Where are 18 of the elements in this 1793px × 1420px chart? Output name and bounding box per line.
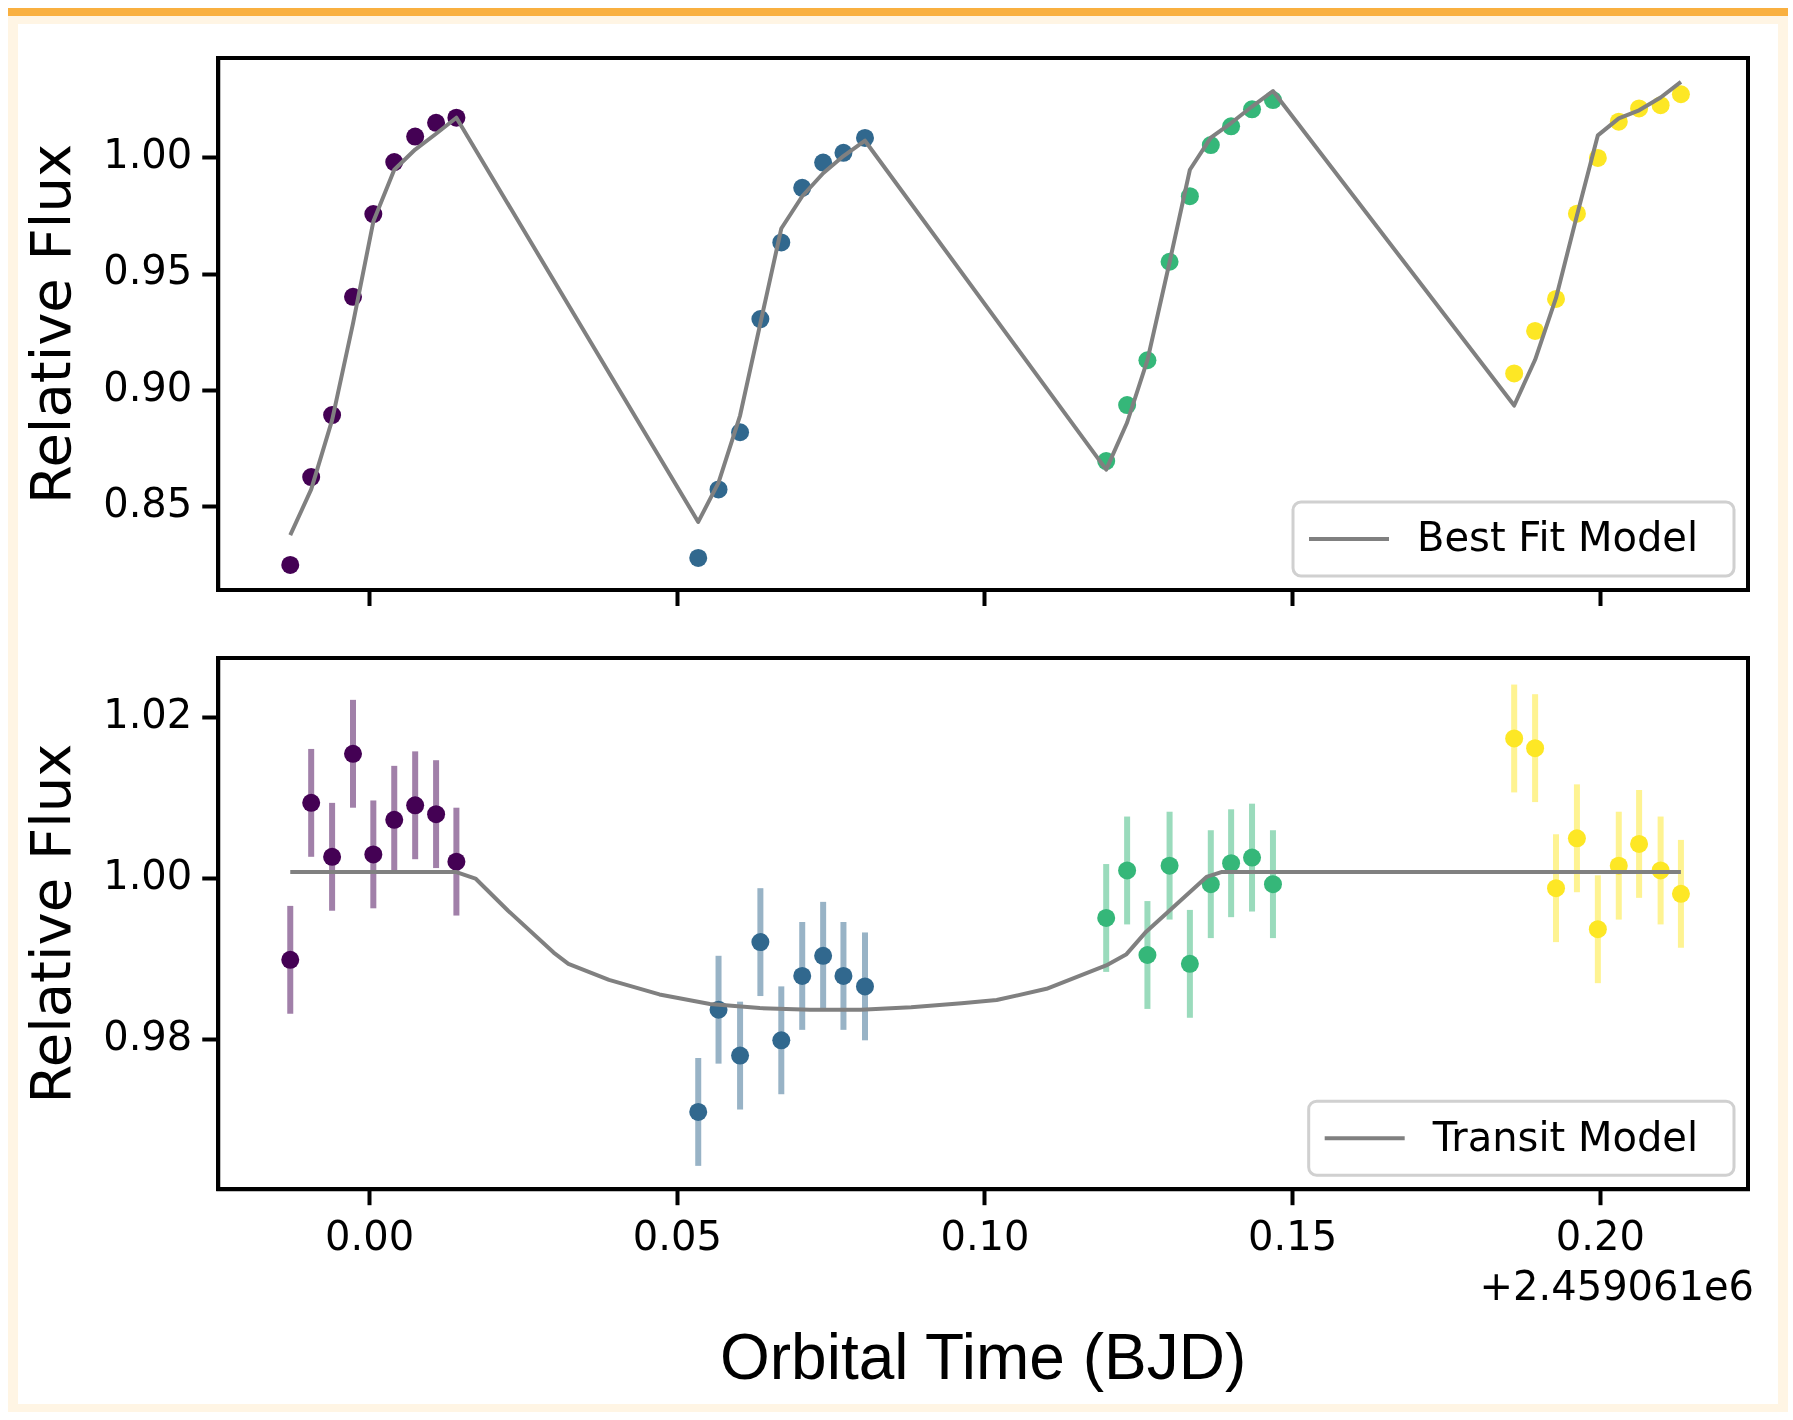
text: +2.459061e6 bbox=[1479, 1262, 1754, 1309]
x-tick-label: 0.00 bbox=[325, 1212, 415, 1259]
x-tick-label: 0.05 bbox=[632, 1212, 722, 1259]
y-tick-label: 0.90 bbox=[103, 363, 193, 410]
y-tick-label: 0.98 bbox=[103, 1012, 193, 1059]
x-tick-label: 0.10 bbox=[940, 1212, 1030, 1259]
x-tick-label: 0.15 bbox=[1248, 1212, 1338, 1259]
x-tick-label: 0.20 bbox=[1555, 1212, 1645, 1259]
y-axis-title: Relative Flux bbox=[18, 143, 84, 505]
legend-label: Transit Model bbox=[1431, 1113, 1698, 1160]
y-tick-label: 0.95 bbox=[103, 247, 193, 294]
x-axis-title: Orbital Time (BJD) bbox=[719, 1321, 1247, 1394]
y-tick-label: 1.00 bbox=[103, 131, 193, 178]
y-tick-label: 1.00 bbox=[103, 851, 193, 898]
y-axis-title: Relative Flux bbox=[18, 743, 84, 1104]
y-tick-label: 0.85 bbox=[103, 479, 193, 526]
y-tick-label: 1.02 bbox=[103, 690, 193, 737]
legend-label: Best Fit Model bbox=[1417, 514, 1698, 561]
